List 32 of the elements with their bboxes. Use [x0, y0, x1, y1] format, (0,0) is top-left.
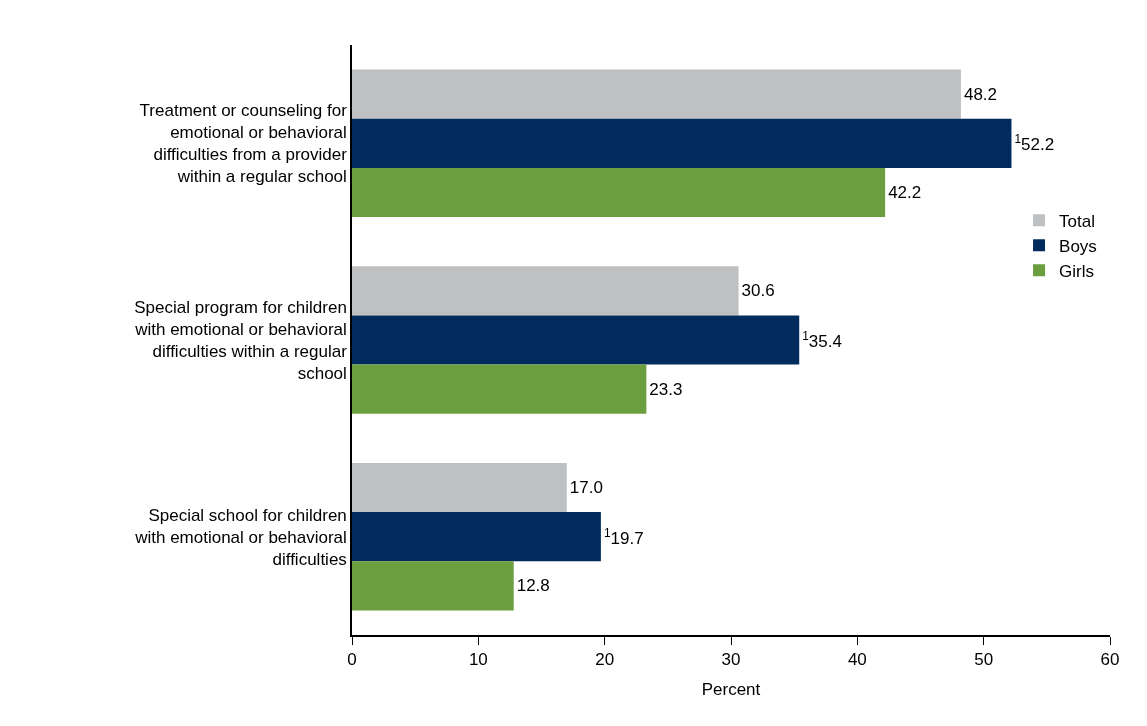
x-tick-label: 40 [847, 650, 867, 670]
legend-label: Girls [1059, 261, 1094, 281]
bar [352, 462, 567, 513]
bar [352, 266, 739, 316]
data-label: 17.0 [569, 478, 603, 497]
bar [352, 69, 961, 119]
data-label: 48.2 [963, 84, 998, 104]
data-label: 30.6 [741, 281, 775, 301]
x-tick-label: 60 [1100, 650, 1120, 670]
legend-label: Boys [1059, 236, 1097, 256]
bar [352, 364, 647, 414]
bar [352, 512, 601, 562]
y-tick-label: Treatment or counseling for emotional or behavioral difficulties from a provider within a regular school [139, 101, 348, 187]
bar [352, 118, 1012, 168]
data-label: 12.8 [516, 576, 550, 596]
x-tick-label: 30 [721, 650, 741, 670]
y-tick-label: Special program for children with emotional or behavioral difficulties within a regular school [134, 297, 348, 384]
x-tick-label: 0 [347, 650, 357, 670]
legend-label: Total [1059, 211, 1095, 231]
data-label: 42.2 [888, 183, 922, 202]
bar [352, 167, 886, 218]
data-label: 23.3 [649, 379, 683, 399]
bar [352, 561, 514, 611]
bar [352, 315, 800, 365]
x-axis-title: Percent [701, 680, 761, 700]
data-label: $^{1}$52.2 [1014, 132, 1055, 155]
x-tick-label: 10 [468, 650, 488, 670]
x-tick-label: 20 [595, 650, 615, 670]
x-tick-label: 50 [974, 650, 994, 670]
y-tick-label: Special school for children with emotional or behavioral difficulties [134, 505, 347, 569]
data-label: $^{1}$35.4 [802, 328, 842, 352]
data-label: $^{1}$19.7 [603, 525, 644, 548]
